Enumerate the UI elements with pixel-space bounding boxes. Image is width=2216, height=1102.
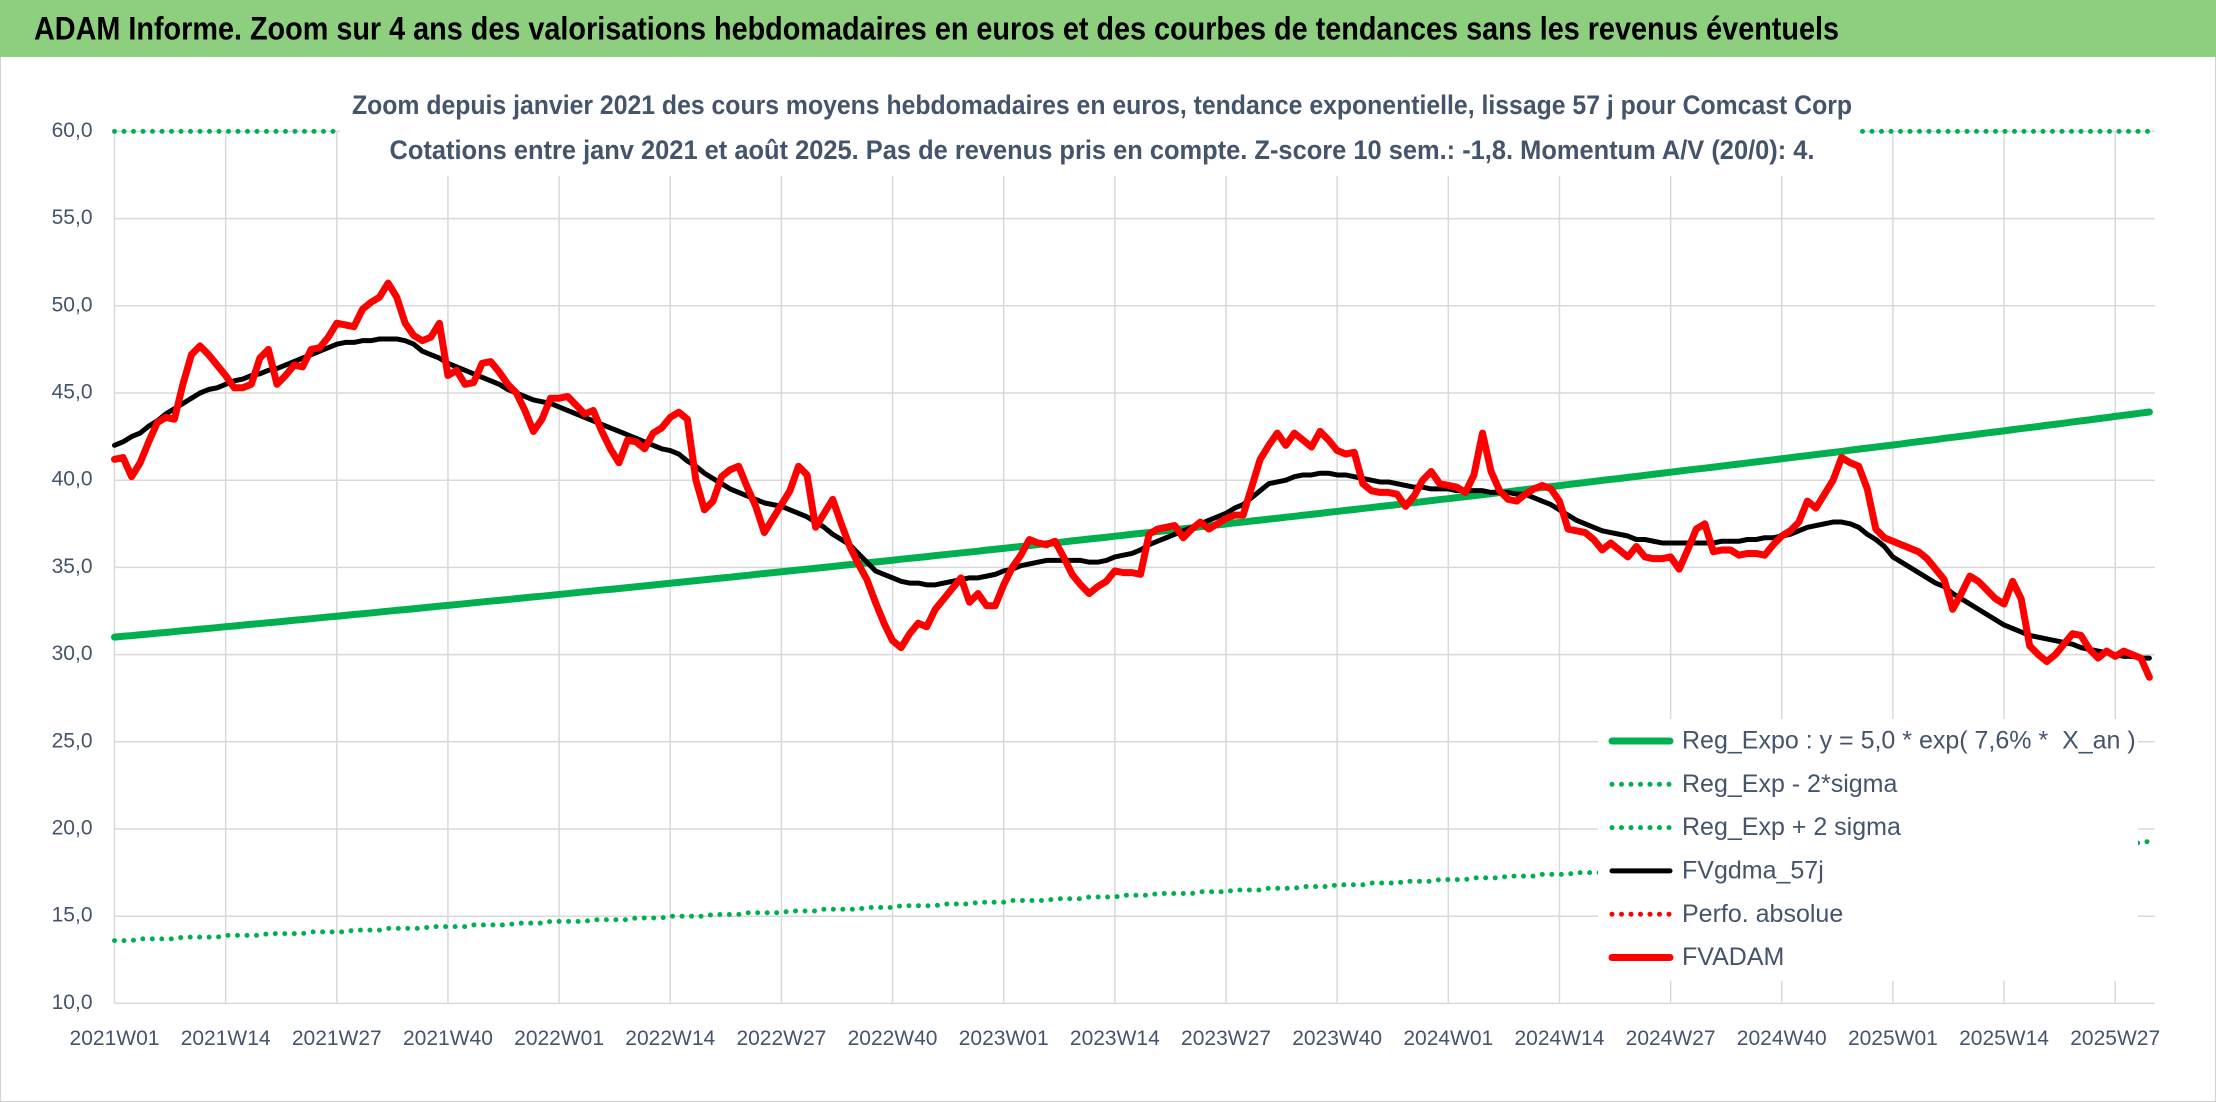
y-tick-label: 55,0 xyxy=(52,206,93,229)
y-tick-label: 50,0 xyxy=(52,293,93,316)
x-tick-label: 2024W27 xyxy=(1626,1027,1716,1050)
x-tick-label: 2021W01 xyxy=(70,1027,160,1050)
legend-box xyxy=(1598,719,2138,981)
legend: Reg_Expo : y = 5,0 * exp( 7,6% * X_an ) R… xyxy=(1598,719,2138,981)
legend-label: Perfo. absolue xyxy=(1682,900,1843,928)
legend-label: FVgdma_57j xyxy=(1682,857,1824,885)
x-tick-label: 2025W01 xyxy=(1848,1027,1938,1050)
x-tick-label: 2023W27 xyxy=(1181,1027,1271,1050)
y-tick-label: 20,0 xyxy=(52,817,93,840)
y-tick-label: 25,0 xyxy=(52,729,93,752)
y-tick-label: 15,0 xyxy=(52,904,93,927)
subtitle: Cotations entre janv 2021 et août 2025. … xyxy=(390,135,1815,165)
subtitle: Zoom depuis janvier 2021 des cours moyen… xyxy=(352,90,1852,120)
series-line xyxy=(111,408,2153,641)
x-tick-label: 2024W40 xyxy=(1737,1027,1827,1050)
x-tick-label: 2022W40 xyxy=(848,1027,938,1050)
header-bar xyxy=(0,0,2216,57)
y-tick-label: 45,0 xyxy=(52,381,93,404)
x-tick-label: 2025W14 xyxy=(1959,1027,2049,1050)
y-tick-label: 60,0 xyxy=(52,119,93,142)
x-tick-label: 2024W14 xyxy=(1514,1027,1604,1050)
chart-title: ADAM Informe. Zoom sur 4 ans des valoris… xyxy=(34,10,1839,46)
x-tick-label: 2022W14 xyxy=(625,1027,715,1050)
x-tick-label: 2021W14 xyxy=(181,1027,271,1050)
x-tick-label: 2022W27 xyxy=(736,1027,826,1050)
y-tick-label: 30,0 xyxy=(52,642,93,665)
x-tick-label: 2023W14 xyxy=(1070,1027,1160,1050)
y-tick-label: 10,0 xyxy=(52,991,93,1014)
legend-label: Reg_Exp - 2*sigma xyxy=(1682,770,1897,798)
series-line xyxy=(111,279,2153,681)
legend-label: Reg_Exp + 2 sigma xyxy=(1682,813,1901,841)
legend-label: Reg_Expo : y = 5,0 * exp( 7,6% * X_an ) xyxy=(1682,727,2136,755)
x-tick-label: 2022W01 xyxy=(514,1027,604,1050)
x-tick-label: 2021W27 xyxy=(292,1027,382,1050)
y-tick-label: 35,0 xyxy=(52,555,93,578)
legend-label: FVADAM xyxy=(1682,943,1784,971)
y-tick-label: 40,0 xyxy=(52,468,93,491)
subtitle-box xyxy=(340,84,1860,176)
series-line xyxy=(112,838,2152,944)
x-tick-label: 2021W40 xyxy=(403,1027,493,1050)
x-tick-label: 2025W27 xyxy=(2070,1027,2160,1050)
x-tick-label: 2023W01 xyxy=(959,1027,1049,1050)
x-tick-label: 2024W01 xyxy=(1403,1027,1493,1050)
grid: 10,0 15,0 20,0 25,0 30,0 35,0 40,0 45,0 50,0 55,0… xyxy=(52,119,2161,1050)
series-line xyxy=(112,336,2152,661)
x-tick-label: 2023W40 xyxy=(1292,1027,1382,1050)
